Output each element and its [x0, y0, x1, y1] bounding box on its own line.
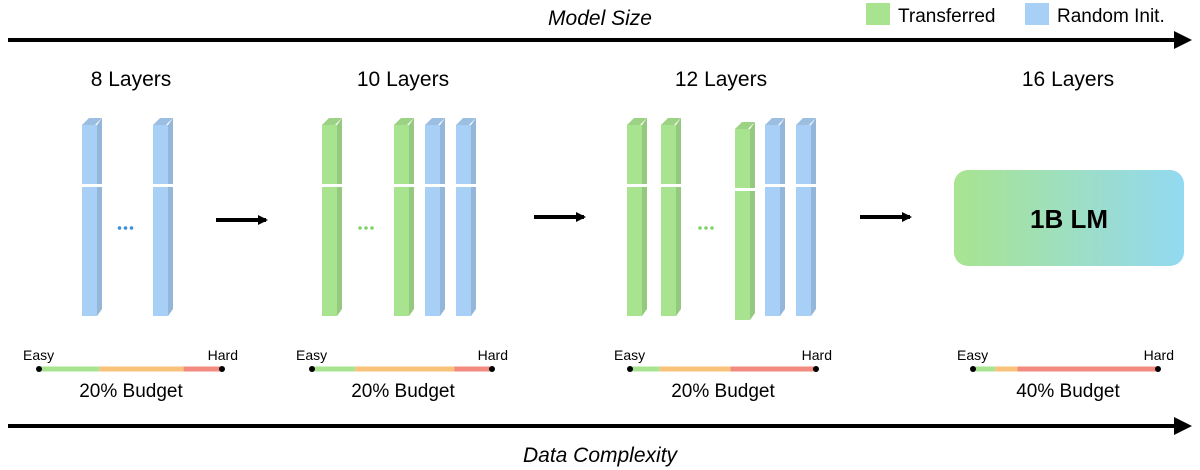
- random-init-layer: [81, 118, 102, 316]
- stage-title-10-layers: 10 Layers: [357, 68, 449, 91]
- random-init-layer: [764, 118, 785, 316]
- difficulty-bar-12-layers: Easy Hard 20% Budget: [614, 347, 832, 402]
- ellipsis-dot: [364, 226, 368, 230]
- easy-label: Easy: [296, 347, 327, 363]
- random-init-layer: [424, 118, 445, 316]
- lm-model-box: [954, 170, 1184, 266]
- bar-endpoint-easy: [309, 366, 315, 372]
- layer-stack-12-layers: [626, 118, 816, 320]
- bar-endpoint-easy: [970, 366, 976, 372]
- legend-label-random-init: Random Init.: [1057, 6, 1165, 27]
- hard-segment: [1017, 366, 1158, 372]
- easy-segment: [312, 366, 356, 372]
- budget-label: 40% Budget: [1016, 381, 1120, 402]
- bar-endpoint-hard: [813, 366, 819, 372]
- easy-segment: [630, 366, 660, 372]
- medium-segment: [659, 366, 731, 372]
- budget-label: 20% Budget: [671, 381, 775, 402]
- hard-segment: [183, 366, 222, 372]
- ellipsis-dot: [129, 226, 134, 230]
- bar-endpoint-easy: [36, 366, 42, 372]
- hard-segment: [454, 366, 492, 372]
- medium-segment: [99, 366, 184, 372]
- bar-endpoint-hard: [1155, 366, 1161, 372]
- stage-title-12-layers: 12 Layers: [675, 68, 767, 91]
- ellipsis-dot: [698, 226, 702, 230]
- easy-segment: [39, 366, 100, 372]
- medium-segment: [995, 366, 1018, 372]
- hard-segment: [730, 366, 816, 372]
- lm-model-box-label: 1B LM: [1030, 204, 1108, 234]
- random-init-layer: [455, 118, 476, 316]
- ellipsis-dot: [358, 226, 362, 230]
- ellipsis-dot: [704, 226, 708, 230]
- data-complexity-label: Data Complexity: [523, 444, 679, 467]
- easy-label: Easy: [23, 347, 54, 363]
- transferred-layer: [626, 118, 647, 316]
- budget-label: 20% Budget: [79, 381, 183, 402]
- easy-segment: [973, 366, 996, 372]
- bar-endpoint-hard: [489, 366, 495, 372]
- budget-label: 20% Budget: [351, 381, 455, 402]
- transferred-layer: [393, 118, 414, 316]
- random-init-layer: [152, 118, 173, 316]
- layer-stack-8-layers: [81, 118, 173, 316]
- difficulty-bar-16-layers: Easy Hard 40% Budget: [957, 347, 1174, 402]
- layer-stack-10-layers: [321, 118, 476, 316]
- model-size-label: Model Size: [548, 7, 652, 30]
- difficulty-bar-10-layers: Easy Hard 20% Budget: [296, 347, 508, 402]
- ellipsis-dot: [710, 226, 714, 230]
- transferred-layer: [660, 118, 681, 316]
- transferred-layer: [321, 118, 342, 316]
- legend-swatch-transferred: [866, 3, 890, 25]
- hard-label: Hard: [478, 347, 508, 363]
- legend-label-transferred: Transferred: [898, 6, 996, 27]
- ellipsis-dot: [123, 226, 128, 230]
- easy-label: Easy: [614, 347, 645, 363]
- legend: Transferred Random Init.: [866, 3, 1165, 27]
- legend-swatch-random-init: [1025, 3, 1049, 25]
- hard-label: Hard: [208, 347, 238, 363]
- bar-endpoint-hard: [219, 366, 225, 372]
- stage-title-16-layers: 16 Layers: [1022, 68, 1114, 91]
- medium-segment: [355, 366, 455, 372]
- model-size-axis-arrowhead: [1174, 31, 1192, 49]
- transferred-layer: [734, 122, 755, 320]
- ellipsis-dot: [370, 226, 374, 230]
- hard-label: Hard: [1144, 347, 1174, 363]
- bar-endpoint-easy: [627, 366, 633, 372]
- easy-label: Easy: [957, 347, 988, 363]
- difficulty-bar-8-layers: Easy Hard 20% Budget: [23, 347, 238, 402]
- hard-label: Hard: [802, 347, 832, 363]
- stage-title-8-layers: 8 Layers: [91, 68, 172, 91]
- data-complexity-axis-arrowhead: [1174, 417, 1192, 435]
- ellipsis-dot: [117, 226, 122, 230]
- random-init-layer: [795, 118, 816, 316]
